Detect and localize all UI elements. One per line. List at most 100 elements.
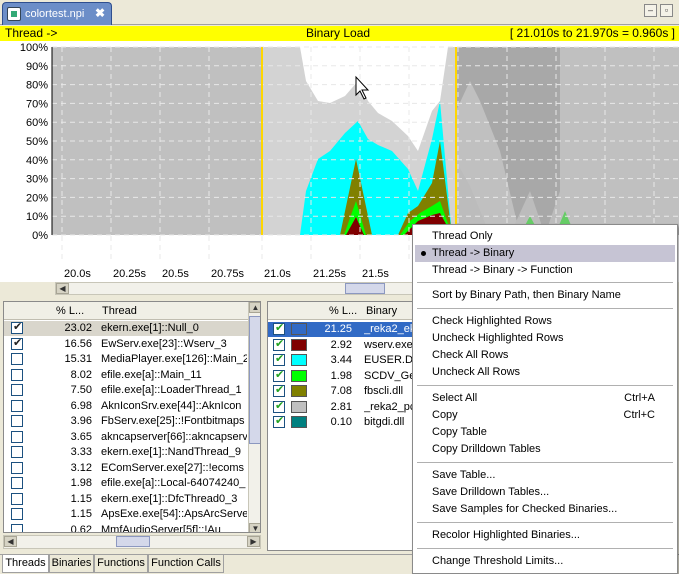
table-row[interactable]: 7.08 fbscli.dll <box>268 383 416 399</box>
table-row[interactable]: 1.98 SCDV_Gen <box>268 368 416 384</box>
row-checkbox[interactable] <box>11 336 23 351</box>
row-checkbox[interactable] <box>11 384 23 396</box>
binary-color-swatch[interactable] <box>291 385 307 397</box>
binaries-table[interactable]: % L... Binary 21.25 _reka2_ek 2.92 wserv.ex… <box>267 301 417 551</box>
table-row[interactable]: 8.02 efile.exe[a]::Main_11 <box>4 368 248 383</box>
row-checkbox[interactable] <box>11 508 23 520</box>
menu-item-uncheck-highlighted-rows[interactable]: Uncheck Highlighted Rows <box>415 330 675 347</box>
menu-item-copy-table[interactable]: Copy Table <box>415 424 675 441</box>
row-checkbox[interactable] <box>11 399 23 412</box>
table-row[interactable]: 6.98 AknIconSrv.exe[44]::AknIcon <box>4 399 248 414</box>
row-checkbox[interactable] <box>11 353 23 365</box>
table-row[interactable]: 1.15 ApsExe.exe[54]::ApsArcServe <box>4 507 248 522</box>
binary-color-swatch[interactable] <box>291 338 307 351</box>
row-checkbox[interactable] <box>11 320 23 335</box>
row-checkbox[interactable] <box>11 461 23 474</box>
col-binary[interactable]: Binary <box>366 305 398 317</box>
menu-item-sort-by-binary-path-then-binary-name[interactable]: Sort by Binary Path, then Binary Name <box>415 287 675 304</box>
row-checkbox[interactable] <box>273 352 285 367</box>
menu-item-check-all-rows[interactable]: Check All Rows <box>415 347 675 364</box>
binary-color-swatch[interactable] <box>291 369 307 382</box>
y-tick-label: 30% <box>26 174 48 186</box>
close-tab-icon[interactable]: ✖ <box>95 6 106 20</box>
scroll-up-icon[interactable]: ▲ <box>249 302 260 313</box>
binary-color-swatch[interactable] <box>291 416 307 428</box>
row-checkbox[interactable] <box>11 492 23 505</box>
menu-item-check-highlighted-rows[interactable]: Check Highlighted Rows <box>415 313 675 330</box>
table-row[interactable]: 0.10 bitgdi.dll <box>268 414 416 430</box>
table-row[interactable]: 21.25 _reka2_ek <box>268 321 416 337</box>
table-row[interactable]: 2.92 wserv.exe <box>268 337 416 353</box>
table-row[interactable]: 3.96 FbServ.exe[25]::!Fontbitmaps <box>4 414 248 429</box>
row-checkbox[interactable] <box>273 414 285 429</box>
scroll-thumb[interactable] <box>249 316 260 444</box>
row-checkbox[interactable] <box>273 368 285 383</box>
col-percent-load[interactable]: % L... <box>56 305 85 317</box>
scroll-right-icon[interactable]: ▶ <box>247 536 260 547</box>
row-checkbox[interactable] <box>273 399 285 414</box>
table-row[interactable]: 1.98 efile.exe[a]::Local-64074240_ <box>4 476 248 491</box>
npi-file-icon <box>7 7 21 21</box>
table-row[interactable]: 3.44 EUSER.DLL <box>268 352 416 368</box>
threads-vertical-scrollbar[interactable]: ▲ ▼ <box>248 302 260 532</box>
scroll-thumb[interactable] <box>345 283 385 294</box>
restore-icon[interactable]: ▫ <box>660 4 673 17</box>
row-checkbox[interactable] <box>11 477 23 489</box>
tab-functions[interactable]: Functions <box>94 555 148 573</box>
row-checkbox[interactable] <box>273 321 285 336</box>
menu-item-save-drilldown-tables[interactable]: Save Drilldown Tables... <box>415 484 675 501</box>
minimize-icon[interactable]: – <box>644 4 657 17</box>
table-row[interactable]: 3.33 ekern.exe[1]::NandThread_9 <box>4 445 248 460</box>
scroll-left-icon[interactable]: ◀ <box>4 536 17 547</box>
menu-item-copy-drilldown-tables[interactable]: Copy Drilldown Tables <box>415 441 675 458</box>
menu-item-recolor-highlighted-binaries[interactable]: Recolor Highlighted Binaries... <box>415 527 675 544</box>
menu-item-save-samples-for-checked-binaries[interactable]: Save Samples for Checked Binaries... <box>415 501 675 518</box>
binary-color-swatch[interactable] <box>291 400 307 413</box>
menu-item-thread-binary-function[interactable]: Thread -> Binary -> Function <box>415 262 675 279</box>
table-row[interactable]: 16.56 EwServ.exe[23]::Wserv_3 <box>4 336 248 352</box>
menu-item-copy[interactable]: Copy Ctrl+C <box>415 407 675 424</box>
binary-load-chart[interactable]: 100% 90% 80% 70% 60% 50% 40% 30% 20% 10% 0% 20.0s 20… <box>0 41 679 282</box>
menu-item-thread-binary[interactable]: Thread -> Binary <box>415 245 675 262</box>
col-percent-load[interactable]: % L... <box>329 305 358 317</box>
area-unselected-right <box>456 47 560 235</box>
row-checkbox[interactable] <box>11 446 23 458</box>
col-thread[interactable]: Thread <box>102 305 137 317</box>
table-row[interactable]: 23.02 ekern.exe[1]::Null_0 <box>4 320 248 336</box>
row-thread-name: ApsExe.exe[54]::ApsArcServe <box>101 508 247 520</box>
menu-item-shortcut: Ctrl+A <box>624 392 655 404</box>
scroll-down-icon[interactable]: ▼ <box>249 523 260 532</box>
row-percent: 3.33 <box>70 446 92 458</box>
row-checkbox[interactable] <box>273 383 285 398</box>
row-percent: 6.98 <box>70 399 92 412</box>
threads-table[interactable]: % L... Thread 23.02 ekern.exe[1]::Null_01… <box>3 301 261 533</box>
menu-item-save-table[interactable]: Save Table... <box>415 467 675 484</box>
scroll-left-icon[interactable]: ◀ <box>56 283 69 294</box>
table-row[interactable]: 2.81 _reka2_pc <box>268 399 416 415</box>
tab-threads[interactable]: Threads <box>2 555 49 573</box>
binary-color-swatch[interactable] <box>291 323 307 335</box>
threads-horizontal-scrollbar[interactable]: ◀ ▶ <box>3 535 261 549</box>
table-row[interactable]: 0.62 MmfAudioServer[5f]::!Au <box>4 523 248 532</box>
row-checkbox[interactable] <box>11 430 23 443</box>
tab-binaries[interactable]: Binaries <box>49 555 94 573</box>
menu-item-uncheck-all-rows[interactable]: Uncheck All Rows <box>415 364 675 381</box>
chart-svg[interactable]: 100% 90% 80% 70% 60% 50% 40% 30% 20% 10% 0% 20.0s 20… <box>0 41 679 282</box>
menu-item-thread-only[interactable]: Thread Only <box>415 228 675 245</box>
table-row[interactable]: 7.50 efile.exe[a]::LoaderThread_1 <box>4 383 248 398</box>
scroll-thumb[interactable] <box>116 536 150 547</box>
binary-color-swatch[interactable] <box>291 354 307 366</box>
menu-item-select-all[interactable]: Select All Ctrl+A <box>415 390 675 407</box>
row-checkbox[interactable] <box>11 368 23 381</box>
tab-function-calls[interactable]: Function Calls <box>148 555 224 573</box>
table-row[interactable]: 3.65 akncapserver[66]::akncapserv <box>4 430 248 445</box>
tab-colortest[interactable]: colortest.npi ✖ <box>2 2 112 25</box>
row-checkbox[interactable] <box>11 415 23 427</box>
table-row[interactable]: 15.31 MediaPlayer.exe[126]::Main_2 <box>4 352 248 367</box>
row-thread-name: AknIconSrv.exe[44]::AknIcon <box>101 399 242 412</box>
row-checkbox[interactable] <box>11 523 23 532</box>
table-row[interactable]: 3.12 EComServer.exe[27]::!ecoms <box>4 461 248 476</box>
menu-item-change-threshold-limits[interactable]: Change Threshold Limits... <box>415 553 675 570</box>
table-row[interactable]: 1.15 ekern.exe[1]::DfcThread0_3 <box>4 492 248 507</box>
row-checkbox[interactable] <box>273 337 285 352</box>
